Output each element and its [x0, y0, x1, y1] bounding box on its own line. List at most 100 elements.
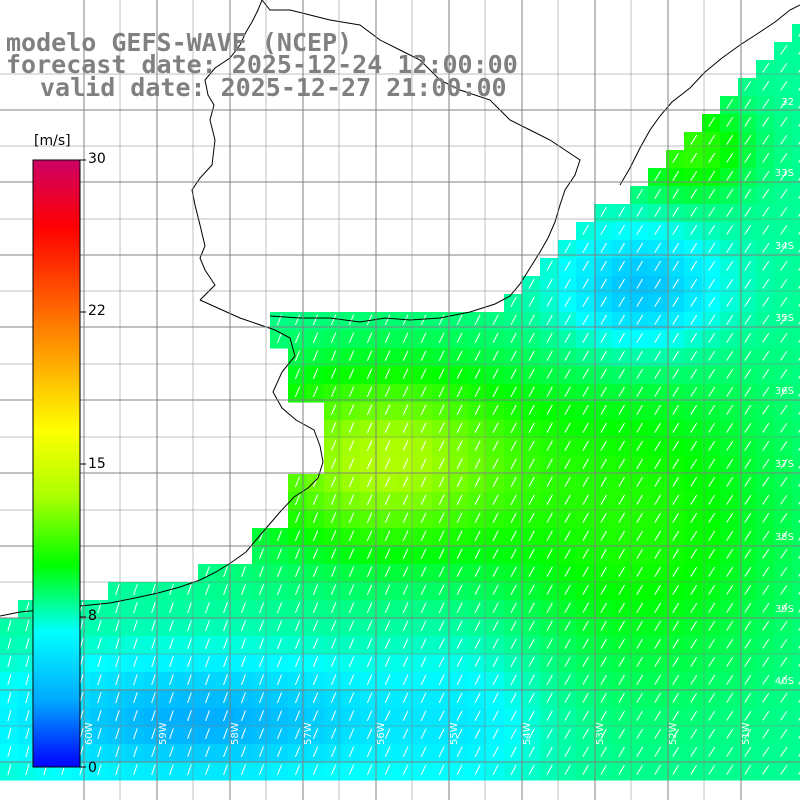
wind-arrow: [654, 476, 662, 487]
wind-arrow: [762, 152, 770, 163]
wind-arrow: [205, 746, 210, 758]
wind-speed-cell: [792, 276, 800, 295]
wind-arrow: [546, 638, 553, 649]
wind-arrow: [312, 620, 319, 632]
wind-arrow: [564, 422, 571, 433]
wind-arrow: [330, 728, 337, 740]
wind-arrow: [636, 602, 644, 613]
lon-label-60w: 60W: [84, 722, 95, 745]
wind-arrow: [546, 584, 553, 595]
wind-arrow: [780, 368, 788, 379]
wind-arrow: [366, 602, 373, 614]
wind-speed-cell: [792, 654, 800, 673]
wind-arrow: [492, 602, 499, 613]
wind-arrow: [384, 710, 391, 722]
wind-speed-cell: [792, 708, 800, 727]
wind-arrow: [133, 656, 138, 668]
wind-arrow: [241, 710, 246, 722]
wind-arrow: [618, 260, 625, 271]
wind-arrow: [115, 674, 120, 686]
wind-arrow: [672, 332, 680, 343]
wind-arrow: [366, 656, 373, 668]
wind-arrow: [636, 260, 644, 271]
wind-arrow: [762, 476, 770, 487]
wind-arrow: [348, 602, 355, 614]
wind-arrow: [546, 440, 553, 451]
wind-arrow: [546, 656, 553, 667]
wind-arrow: [672, 566, 680, 577]
wind-arrow: [187, 620, 192, 632]
wind-arrow: [366, 584, 373, 596]
wind-arrow: [330, 638, 337, 650]
wind-arrow: [582, 458, 589, 469]
wind-arrow: [780, 332, 788, 343]
wind-arrow: [528, 440, 535, 451]
wind-arrow: [402, 674, 409, 686]
wind-arrow: [546, 386, 553, 397]
wind-arrow: [169, 602, 174, 614]
wind-arrow: [312, 548, 319, 560]
wind-arrow: [618, 242, 625, 253]
wind-arrow: [312, 656, 319, 668]
wind-arrow: [420, 764, 427, 776]
lat-label-33s: 33S: [774, 168, 794, 179]
wind-arrow: [762, 620, 770, 631]
wind-arrow: [474, 458, 481, 469]
wind-arrow: [348, 746, 355, 758]
wind-arrow: [312, 638, 319, 650]
wind-arrow: [708, 638, 716, 649]
wind-arrow: [780, 296, 788, 307]
wind-arrow: [384, 764, 391, 776]
wind-arrow: [690, 746, 698, 757]
wind-arrow: [672, 638, 680, 649]
wind-arrow: [474, 566, 481, 577]
wind-arrow: [492, 440, 499, 451]
wind-arrow: [582, 296, 589, 307]
wind-arrow: [780, 602, 788, 613]
wind-arrow: [366, 548, 373, 560]
wind-arrow: [420, 494, 427, 506]
wind-arrow: [366, 710, 373, 722]
wind-arrow: [169, 674, 174, 686]
wind-arrow: [492, 494, 499, 505]
wind-arrow: [546, 494, 553, 505]
wind-speed-cell: [792, 258, 800, 277]
wind-arrow: [690, 710, 698, 721]
wind-arrow: [762, 512, 770, 523]
wind-arrow: [546, 404, 553, 415]
wind-speed-cell: [792, 600, 800, 619]
wind-arrow: [762, 494, 770, 505]
wind-arrow: [312, 332, 319, 344]
wind-arrow: [169, 692, 174, 704]
wind-arrow: [474, 350, 481, 361]
wind-arrow: [780, 188, 788, 199]
wind-arrow: [510, 350, 517, 361]
wind-arrow: [420, 422, 427, 434]
wind-arrow: [205, 728, 210, 740]
wind-arrow: [762, 278, 770, 289]
wind-arrow: [294, 602, 301, 614]
wind-arrow: [474, 368, 481, 379]
wind-arrow: [133, 710, 138, 722]
wind-arrow: [708, 476, 716, 487]
wind-arrow: [762, 242, 770, 253]
wind-arrow: [672, 314, 680, 325]
wind-arrow: [205, 674, 210, 686]
wind-arrow: [420, 350, 427, 362]
wind-arrow: [744, 314, 752, 325]
wind-arrow: [294, 332, 301, 344]
wind-arrow: [79, 764, 84, 776]
wind-arrow: [564, 620, 571, 631]
wind-arrow: [654, 638, 662, 649]
wind-arrow: [492, 638, 499, 649]
wind-arrow: [384, 386, 391, 398]
wind-arrow: [294, 746, 301, 758]
wind-arrow: [744, 764, 752, 775]
wind-arrow: [528, 638, 535, 649]
wind-arrow: [582, 440, 589, 451]
wind-arrow: [726, 332, 734, 343]
wind-arrow: [744, 116, 752, 127]
wind-arrow: [312, 674, 319, 686]
wind-arrow: [276, 332, 283, 344]
wind-arrow: [618, 620, 625, 631]
